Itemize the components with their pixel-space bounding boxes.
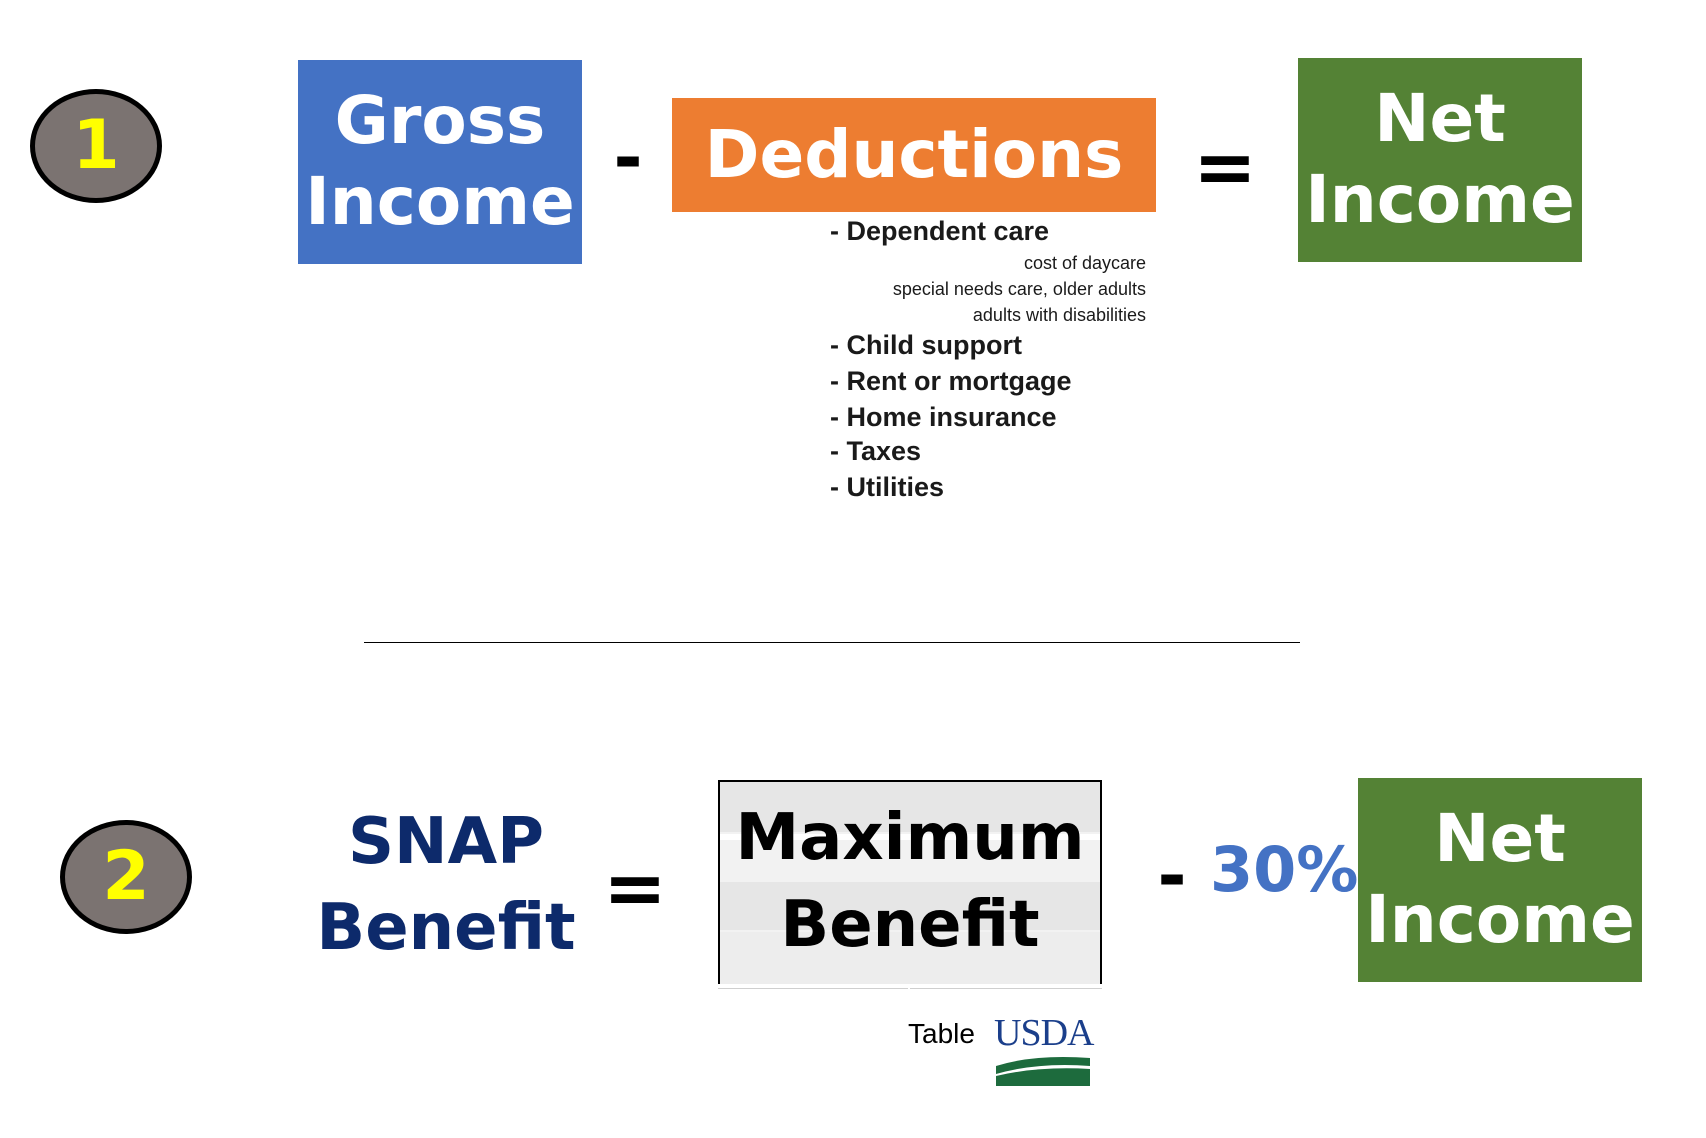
deduction-sub-special-needs: special needs care, older adults <box>892 279 1146 299</box>
maximum-benefit-table: Maximum Benefit <box>718 780 1102 984</box>
usda-logo-swoosh-1 <box>996 1057 1090 1074</box>
usda-logo-graphic <box>996 1057 1090 1086</box>
deduction-item-rent-mortgage: - Rent or mortgage <box>830 366 1072 396</box>
deduction-item-child-support: - Child support <box>830 330 1022 360</box>
snap-benefit-label: SNAP Benefit <box>316 796 576 976</box>
step-1-badge: 1 <box>30 89 162 203</box>
maximum-benefit-text: Maximum Benefit <box>720 782 1100 982</box>
deductions-box: Deductions <box>672 98 1156 212</box>
snap-benefit-line1: SNAP <box>347 805 545 880</box>
step-2-badge: 2 <box>60 820 192 934</box>
table-row-1 <box>720 782 1100 832</box>
usda-logo: USDA <box>994 1014 1094 1086</box>
net-income-2-line2: Income <box>1365 881 1635 958</box>
percent-label: 30% <box>1210 833 1359 906</box>
maximum-benefit-line2: Benefit <box>780 888 1040 962</box>
deduction-item-dependent-care: - Dependent care <box>830 216 1050 246</box>
minus-operator-1: - <box>613 117 643 199</box>
table-label: Table <box>908 1018 975 1049</box>
deduction-item-utilities: - Utilities <box>830 472 945 502</box>
deduction-item-home-insurance: - Home insurance <box>830 402 1057 432</box>
table-shadow-line-left <box>718 988 908 989</box>
maximum-benefit-line1: Maximum <box>735 800 1085 875</box>
table-row-3 <box>720 932 1100 984</box>
snap-benefit-line2: Benefit <box>316 891 576 965</box>
net-income-1-line1: Net <box>1374 80 1506 158</box>
deduction-sub-daycare: cost of daycare <box>1023 253 1146 273</box>
step-2-number: 2 <box>102 837 150 916</box>
equals-operator-2: = <box>603 843 667 932</box>
table-shadow-line-right <box>910 988 1102 989</box>
deductions-list: - Dependent care cost of daycare special… <box>830 216 1146 516</box>
gross-income-line1: Gross <box>334 82 546 160</box>
gross-income-line2: Income <box>305 163 575 240</box>
usda-logo-text: USDA <box>994 1012 1094 1054</box>
deduction-sub-disabilities: adults with disabilities <box>972 305 1146 325</box>
gross-income-box: Gross Income <box>298 60 582 264</box>
net-income-2-line1: Net <box>1434 800 1566 878</box>
deduction-item-taxes: - Taxes <box>830 436 922 466</box>
usda-logo-swoosh-2 <box>996 1068 1090 1086</box>
net-income-1-line2: Income <box>1305 161 1575 238</box>
table-row-separator-1 <box>720 834 1100 840</box>
section-divider <box>364 642 1300 643</box>
minus-operator-2: - <box>1157 835 1187 917</box>
net-income-box-1: Net Income <box>1298 58 1582 262</box>
deductions-label: Deductions <box>704 115 1124 193</box>
net-income-box-2: Net Income <box>1358 778 1642 982</box>
equals-operator-1: = <box>1193 122 1257 211</box>
step-1-number: 1 <box>72 106 120 185</box>
table-row-2 <box>720 882 1100 930</box>
